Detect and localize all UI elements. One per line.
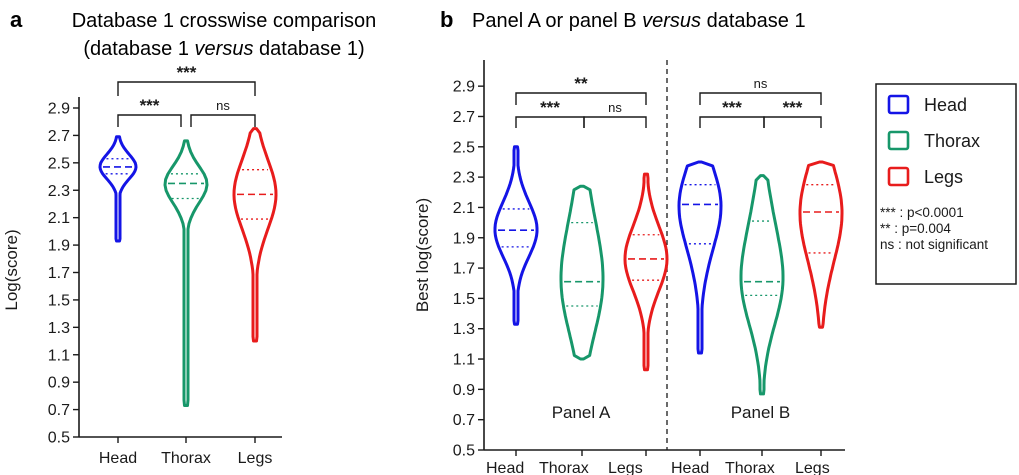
y-tick-label: 2.9 <box>453 79 475 96</box>
y-tick-label: 0.9 <box>453 382 475 399</box>
panel-a-title-line1: Database 1 crosswise comparison <box>72 10 377 32</box>
violin-head <box>677 160 723 355</box>
y-tick-label: 1.3 <box>48 320 70 337</box>
y-tick-label: 0.5 <box>48 430 70 447</box>
violin-head <box>493 145 539 326</box>
y-tick-label: 1.9 <box>48 238 70 255</box>
y-tick-label: 2.1 <box>48 210 70 227</box>
x-tick-label: Legs <box>795 460 830 475</box>
legend-swatch-head <box>887 94 910 115</box>
legend: Head Thorax Legs *** : p<0.0001** : p=0.00… <box>875 83 1017 285</box>
x-tick-label: Head <box>486 460 524 475</box>
y-tick-label: 2.3 <box>48 183 70 200</box>
y-tick-label: 1.5 <box>453 291 475 308</box>
chart-b: 0.5 0.7 0.9 1.1 1.3 1.5 1.7 1.9 2.1 2.3 2.5 2.7 2.9 B… <box>413 60 845 475</box>
x-tick-label: Thorax <box>725 460 775 475</box>
y-tick-label: 2.7 <box>48 128 70 145</box>
violin-legs <box>798 160 844 329</box>
y-tick-label: 1.7 <box>48 265 70 282</box>
group-label: Panel B <box>731 403 791 422</box>
y-axis-title: Log(score) <box>2 229 21 310</box>
legend-label: Head <box>924 95 967 115</box>
significance-label: *** <box>140 96 160 115</box>
significance-label: ** <box>574 74 588 93</box>
y-tick-label: 1.3 <box>453 321 475 338</box>
violin-legs <box>623 172 669 372</box>
legend-swatch-legs <box>887 166 910 187</box>
x-tick-label: Thorax <box>539 460 589 475</box>
violin-thorax <box>559 184 605 361</box>
x-tick-label: Head <box>671 460 709 475</box>
significance-label: ns <box>608 100 622 115</box>
y-tick-label: 2.3 <box>453 170 475 187</box>
significance-bracket <box>699 92 822 105</box>
significance-label: *** <box>177 63 197 82</box>
significance-bracket <box>763 116 822 128</box>
legend-note: *** : p<0.0001 <box>880 205 964 220</box>
significance-label: ns <box>216 98 230 113</box>
x-tick-label: Legs <box>238 450 273 467</box>
legend-note: ** : p=0.004 <box>880 221 951 236</box>
significance-bracket <box>515 116 585 128</box>
significance-label: *** <box>540 98 560 117</box>
violin-thorax <box>739 174 785 396</box>
y-tick-label: 1.5 <box>48 292 70 309</box>
x-tick-label: Head <box>99 450 137 467</box>
significance-label: *** <box>722 98 742 117</box>
group-label: Panel A <box>552 403 611 422</box>
significance-bracket <box>117 114 182 127</box>
legend-label: Thorax <box>924 131 980 151</box>
significance-bracket <box>583 116 647 128</box>
violin-thorax <box>163 139 209 407</box>
legend-swatch-thorax <box>887 130 910 151</box>
y-tick-label: 0.7 <box>48 402 70 419</box>
y-tick-label: 2.5 <box>48 155 70 172</box>
y-tick-label: 2.7 <box>453 109 475 126</box>
y-tick-label: 0.7 <box>453 412 475 429</box>
y-tick-label: 1.9 <box>453 230 475 247</box>
y-tick-label: 0.5 <box>453 443 475 460</box>
significance-label: ns <box>754 76 768 91</box>
y-tick-label: 2.1 <box>453 200 475 217</box>
legend-note: ns : not significant <box>880 237 988 252</box>
panel-b-letter: b <box>440 7 453 32</box>
y-tick-label: 2.5 <box>453 139 475 156</box>
x-tick-label: Legs <box>608 460 643 475</box>
significance-bracket <box>699 116 765 128</box>
y-tick-label: 2.9 <box>48 101 70 118</box>
significance-bracket <box>190 114 256 127</box>
significance-label: *** <box>783 98 803 117</box>
y-tick-label: 1.1 <box>453 352 475 369</box>
significance-bracket <box>515 92 647 105</box>
violin-head <box>98 135 138 243</box>
x-tick-label: Thorax <box>161 450 211 467</box>
panel-b-title: Panel A or panel B versus database 1 <box>472 10 806 32</box>
significance-bracket <box>117 81 256 96</box>
y-tick-label: 0.9 <box>48 375 70 392</box>
y-axis-title: Best log(score) <box>413 198 432 312</box>
y-tick-label: 1.7 <box>453 261 475 278</box>
y-tick-label: 1.1 <box>48 347 70 364</box>
panel-a-title-line2: (database 1 versus database 1) <box>83 38 364 60</box>
legend-label: Legs <box>924 167 963 187</box>
chart-a: 0.5 0.7 0.9 1.1 1.3 1.5 1.7 1.9 2.1 2.3 2.5 2.7 2.9 L… <box>2 63 282 467</box>
panel-a-letter: a <box>10 7 23 32</box>
violin-legs <box>232 127 278 343</box>
